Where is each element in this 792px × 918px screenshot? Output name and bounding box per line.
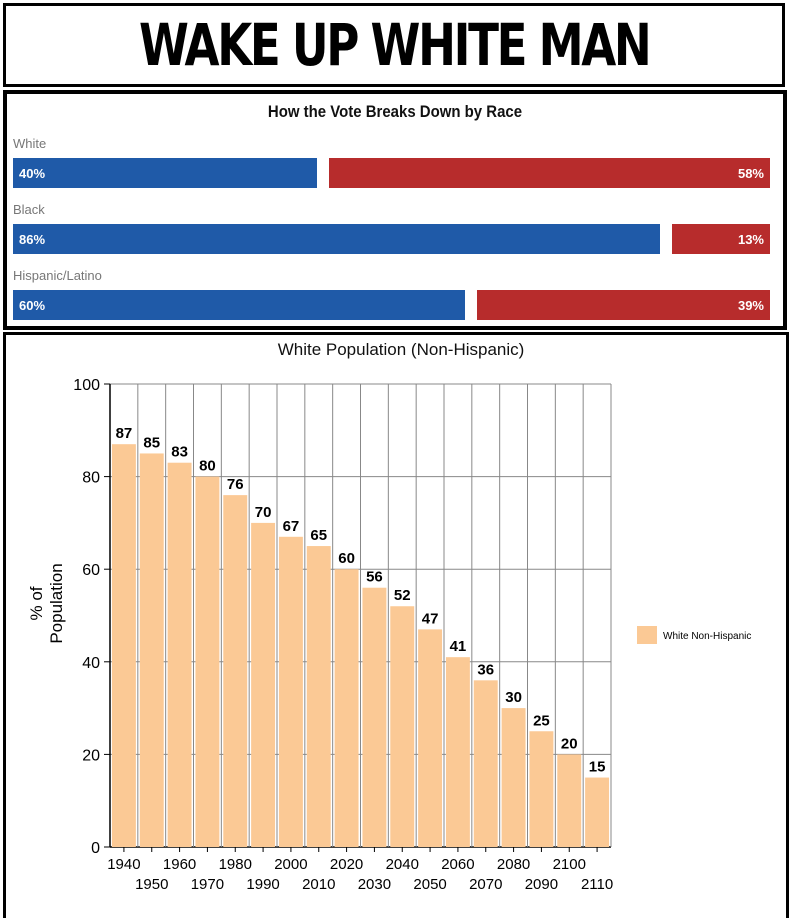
x-tick-label: 2020 xyxy=(330,856,363,873)
data-label: 85 xyxy=(143,434,160,451)
bar xyxy=(278,536,303,847)
vote-bar-blue: 40% xyxy=(13,158,317,188)
y-tick-label: 0 xyxy=(91,840,100,857)
legend-label: White Non-Hispanic xyxy=(663,631,751,642)
bar xyxy=(585,777,610,847)
y-tick-label: 60 xyxy=(82,562,100,579)
vote-bar-red: 13% xyxy=(672,224,770,254)
data-label: 25 xyxy=(533,712,550,729)
data-label: 41 xyxy=(450,638,467,655)
data-label: 83 xyxy=(171,444,188,461)
bar xyxy=(111,444,136,847)
data-label: 76 xyxy=(227,476,244,493)
data-label: 47 xyxy=(422,610,439,627)
x-tick-label: 2050 xyxy=(413,876,446,893)
x-tick-label: 2030 xyxy=(358,876,391,893)
data-label: 60 xyxy=(338,550,355,567)
bar xyxy=(390,606,415,847)
vote-bar-blue: 86% xyxy=(13,224,660,254)
bar xyxy=(445,657,470,847)
bar xyxy=(334,569,359,847)
vote-group-label: Black xyxy=(13,202,45,217)
x-tick-label: 1990 xyxy=(246,876,279,893)
x-tick-label: 2010 xyxy=(302,876,335,893)
bar xyxy=(223,495,248,847)
vote-bar-red: 58% xyxy=(329,158,770,188)
y-axis-label-line: % of xyxy=(27,586,46,620)
data-label: 70 xyxy=(255,504,272,521)
x-tick-label: 2040 xyxy=(386,856,419,873)
page-title: WAKE UP WHITE MAN xyxy=(138,11,652,79)
x-tick-label: 1950 xyxy=(135,876,168,893)
bar xyxy=(195,476,220,847)
x-tick-label: 2090 xyxy=(525,876,558,893)
data-label: 67 xyxy=(283,518,300,535)
bar xyxy=(306,546,331,847)
bar xyxy=(251,522,276,847)
x-tick-label: 1960 xyxy=(163,856,196,873)
bar xyxy=(418,629,443,847)
x-tick-label: 2100 xyxy=(553,856,586,873)
vote-bar-red: 39% xyxy=(477,290,770,320)
vote-bar-blue: 60% xyxy=(13,290,465,320)
y-tick-label: 40 xyxy=(82,655,100,672)
chart-title: White Population (Non-Hispanic) xyxy=(278,340,525,359)
data-label: 15 xyxy=(589,759,606,776)
data-label: 56 xyxy=(366,569,383,586)
population-chart-panel: White Population (Non-Hispanic) 0 20 40 60 80… xyxy=(3,332,789,918)
population-chart: White Population (Non-Hispanic)020406080… xyxy=(27,340,751,893)
bar xyxy=(362,587,387,847)
x-tick-label: 2070 xyxy=(469,876,502,893)
data-label: 20 xyxy=(561,735,578,752)
vote-group-label: White xyxy=(13,136,47,151)
data-label: 52 xyxy=(394,587,411,604)
bar xyxy=(501,708,526,847)
data-label: 36 xyxy=(477,661,494,678)
bar xyxy=(473,680,498,847)
x-tick-label: 1970 xyxy=(191,876,224,893)
vote-chart-title: How the Vote Breaks Down by Race xyxy=(267,102,523,121)
y-tick-label: 100 xyxy=(73,377,100,394)
legend-swatch xyxy=(637,626,657,644)
bar xyxy=(139,453,164,847)
x-tick-label: 2000 xyxy=(274,856,307,873)
x-tick-label: 1940 xyxy=(107,856,140,873)
bar xyxy=(529,731,554,847)
x-tick-label: 1980 xyxy=(219,856,252,873)
data-label: 65 xyxy=(310,527,327,544)
y-tick-label: 20 xyxy=(82,747,100,764)
vote-group-label: Hispanic/Latino xyxy=(13,268,102,283)
bar xyxy=(167,462,192,847)
x-tick-label: 2080 xyxy=(497,856,530,873)
x-tick-label: 2060 xyxy=(441,856,474,873)
y-axis-label: % ofPopulation xyxy=(27,563,66,643)
y-tick-label: 80 xyxy=(82,470,100,487)
title-banner: WAKE UP WHITE MAN xyxy=(3,3,785,87)
y-axis-label-line: Population xyxy=(47,563,66,643)
vote-breakdown-chart: How the Vote Breaks Down by Race White 40… xyxy=(3,90,787,330)
data-label: 87 xyxy=(116,425,133,442)
bar xyxy=(557,754,582,847)
data-label: 80 xyxy=(199,458,216,475)
data-label: 30 xyxy=(505,689,522,706)
x-tick-label: 2110 xyxy=(581,876,613,893)
